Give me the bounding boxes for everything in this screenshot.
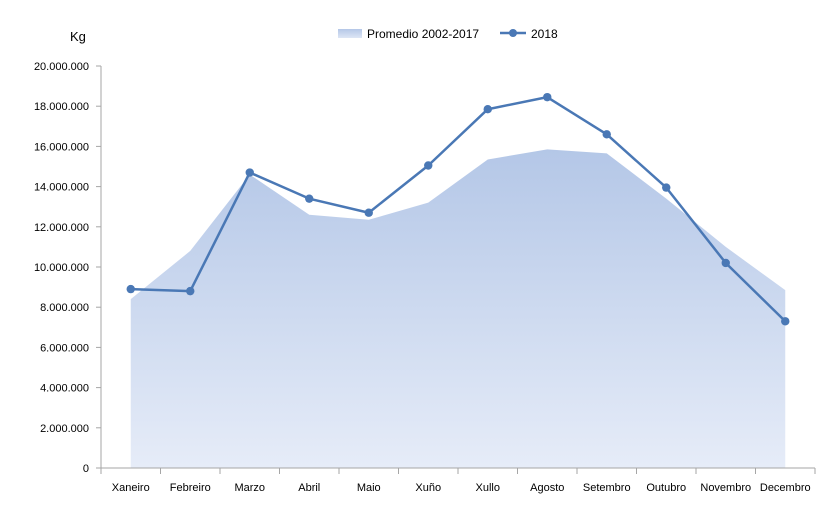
x-tick-label: Setembro [583, 482, 631, 494]
y-tick-label: 16.000.000 [34, 141, 89, 153]
y-tick-label: 0 [83, 463, 89, 475]
legend: Promedio 2002-2017 2018 [338, 27, 558, 41]
y-tick-label: 6.000.000 [40, 342, 89, 354]
y-tick-label: 2.000.000 [40, 423, 89, 435]
y-tick-label: 20.000.000 [34, 61, 89, 73]
area-series-promedio [130, 149, 786, 469]
x-tick-label: Outubro [646, 482, 686, 494]
x-tick-label: Abril [298, 482, 320, 494]
data-point-2018 [245, 168, 254, 177]
x-tick-label: Marzo [234, 482, 265, 494]
y-tick-label: 12.000.000 [34, 222, 89, 234]
y-tick-label: 14.000.000 [34, 182, 89, 194]
x-tick-label: Novembro [700, 482, 751, 494]
x-tick-label: Maio [357, 482, 381, 494]
x-tick-label: Xaneiro [112, 482, 150, 494]
legend-swatch-area [338, 29, 362, 38]
y-axis-unit-label: Kg [70, 29, 86, 44]
data-point-2018 [781, 317, 790, 326]
data-point-2018 [364, 208, 373, 217]
data-point-2018 [483, 105, 492, 114]
y-tick-label: 8.000.000 [40, 302, 89, 314]
y-tick-label: 4.000.000 [40, 383, 89, 395]
x-tick-label: Febreiro [170, 482, 211, 494]
legend-marker-2018 [509, 29, 517, 37]
data-point-2018 [424, 161, 433, 170]
data-point-2018 [602, 130, 611, 139]
data-point-2018 [662, 183, 671, 192]
data-point-2018 [543, 92, 552, 102]
legend-label-2018: 2018 [531, 27, 558, 41]
y-tick-label: 18.000.000 [34, 101, 89, 113]
data-point-2018 [186, 286, 195, 296]
x-tick-label: Xuño [415, 482, 441, 494]
legend-label-area: Promedio 2002-2017 [367, 27, 479, 41]
line-series-2018 [130, 95, 787, 323]
x-tick-label: Agosto [530, 482, 564, 494]
y-tick-label: 10.000.000 [34, 262, 89, 274]
plot-area: 0 2.000.000 4.000.000 6.000.000 8.000.000 10.… [34, 61, 816, 494]
data-point-2018 [126, 284, 135, 294]
x-tick-label: Decembro [760, 482, 811, 494]
data-point-2018 [721, 258, 730, 268]
data-point-2018 [305, 194, 314, 203]
x-tick-label: Xullo [476, 482, 500, 494]
